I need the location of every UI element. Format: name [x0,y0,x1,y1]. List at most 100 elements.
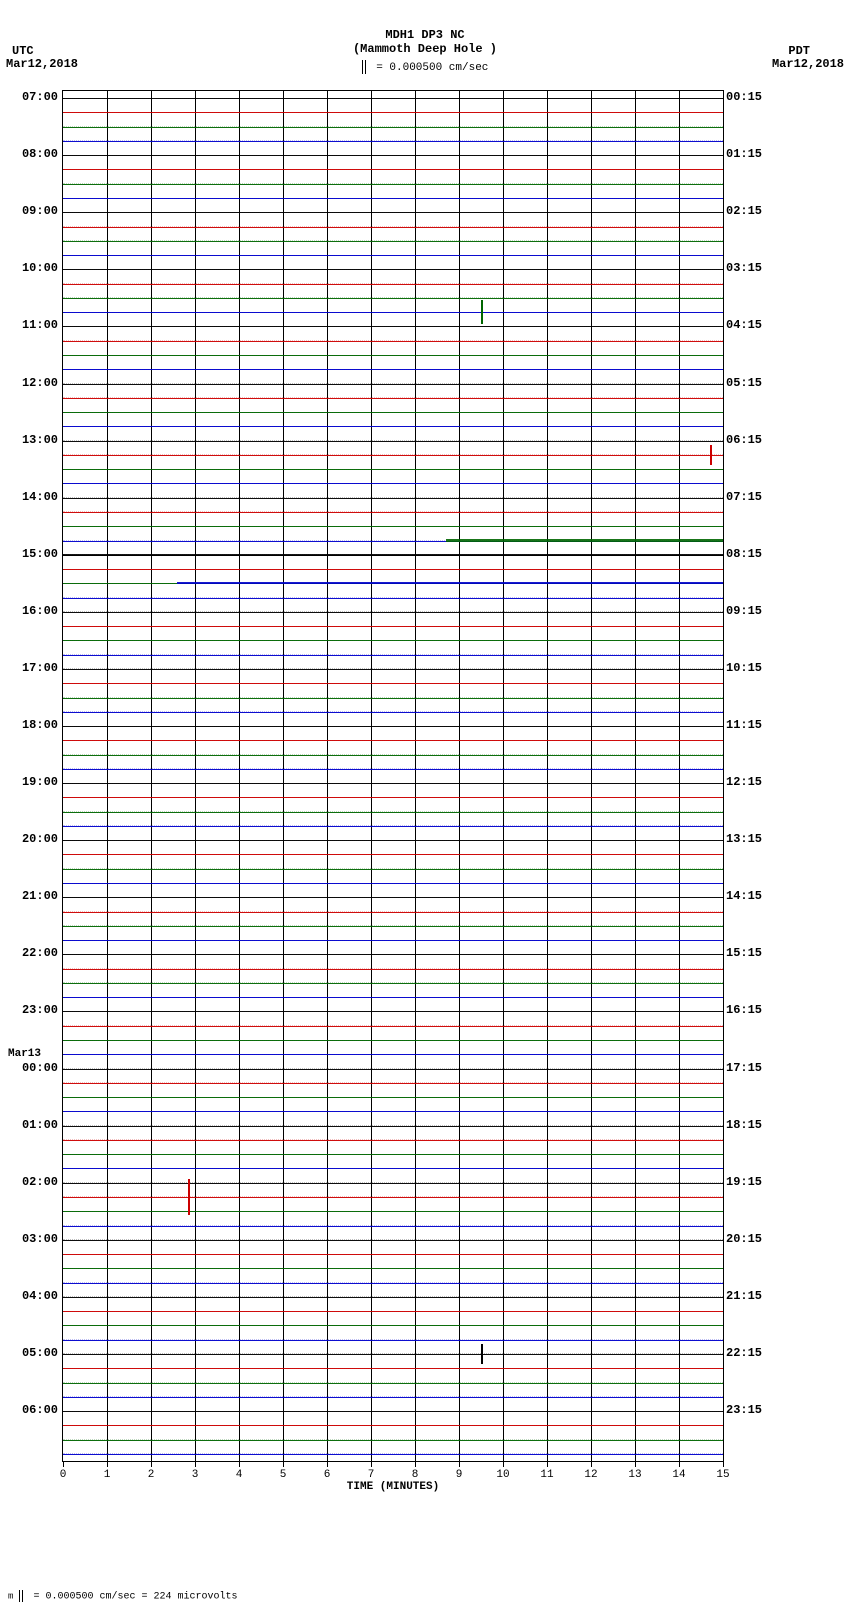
x-tick-label: 0 [60,1469,67,1481]
trace-noise [63,1353,723,1356]
trace-noise [63,597,723,600]
x-tick [151,1461,152,1467]
trace-noise [63,1282,723,1285]
utc-hour-label: 23:00 [8,1003,58,1017]
trace-noise [63,668,723,671]
station-title: MDH1 DP3 NC [0,28,850,42]
trace-noise [63,911,723,914]
trace-noise [63,754,723,757]
utc-hour-label: 16:00 [8,604,58,618]
x-tick-label: 4 [236,1469,243,1481]
seismic-spike [188,1179,190,1215]
station-subtitle: (Mammoth Deep Hole ) [0,42,850,56]
trace-noise [63,1411,723,1414]
trace-noise [63,1097,723,1100]
trace-noise [63,1154,723,1157]
midnight-date-label: Mar13 [8,1048,58,1060]
x-tick-label: 2 [148,1469,155,1481]
trace-noise [63,497,723,500]
utc-hour-label: 18:00 [8,718,58,732]
trace-noise [63,1311,723,1314]
x-tick [591,1461,592,1467]
trace-noise [63,440,723,443]
trace-noise [63,940,723,943]
seismic-spike [481,1344,483,1364]
trace-noise [63,312,723,315]
x-tick [415,1461,416,1467]
trace-noise [63,982,723,985]
trace-noise [63,840,723,843]
local-hour-label: 23:15 [726,1403,776,1417]
trace-noise [63,1054,723,1057]
x-tick [195,1461,196,1467]
local-hour-label: 03:15 [726,261,776,275]
trace-noise [63,412,723,415]
trace-noise [63,854,723,857]
trace-noise [63,1082,723,1085]
trace-noise [63,355,723,358]
x-tick-label: 12 [584,1469,597,1481]
utc-hour-label: 22:00 [8,946,58,960]
local-hour-label: 11:15 [726,718,776,732]
trace-noise [63,825,723,828]
helicorder-plot: TIME (MINUTES) 0123456789101112131415 [62,90,724,1462]
trace-noise [63,140,723,143]
trace-noise [63,740,723,743]
x-tick-label: 3 [192,1469,199,1481]
utc-hour-label: 06:00 [8,1403,58,1417]
trace-noise [63,255,723,258]
utc-hour-label: 12:00 [8,376,58,390]
trace-noise [63,98,723,101]
local-hour-label: 14:15 [726,889,776,903]
trace-noise [63,511,723,514]
utc-hour-label: 05:00 [8,1346,58,1360]
footer-label: = 0.000500 cm/sec = 224 microvolts [33,1592,237,1603]
trace-noise [63,997,723,1000]
trace-noise [63,1168,723,1171]
trace-noise [63,397,723,400]
x-tick [459,1461,460,1467]
x-tick-label: 7 [368,1469,375,1481]
trace-noise [63,697,723,700]
seismic-band [177,582,723,584]
trace-noise [63,369,723,372]
trace-noise [63,226,723,229]
utc-hour-label: 01:00 [8,1118,58,1132]
x-tick [503,1461,504,1467]
trace-noise [63,1068,723,1071]
trace-noise [63,155,723,158]
trace-noise [63,783,723,786]
trace-noise [63,1296,723,1299]
trace-noise [63,797,723,800]
utc-hour-label: 13:00 [8,433,58,447]
utc-hour-label: 20:00 [8,832,58,846]
trace-noise [63,954,723,957]
trace-noise [63,1254,723,1257]
trace-noise [63,1325,723,1328]
trace-noise [63,897,723,900]
utc-hour-label: 14:00 [8,490,58,504]
x-tick-label: 13 [628,1469,641,1481]
local-hour-label: 00:15 [726,90,776,104]
trace-noise [63,283,723,286]
scale-bar-icon [19,1590,23,1602]
trace-noise [63,883,723,886]
trace-noise [63,768,723,771]
local-hour-label: 18:15 [726,1118,776,1132]
x-tick-label: 1 [104,1469,111,1481]
local-hour-label: 07:15 [726,490,776,504]
utc-hour-label: 10:00 [8,261,58,275]
trace-noise [63,269,723,272]
scale-indicator-top: = 0.000500 cm/sec [0,60,850,74]
local-hour-label: 22:15 [726,1346,776,1360]
utc-hour-label: 21:00 [8,889,58,903]
utc-hour-label: 07:00 [8,90,58,104]
trace-noise [63,1040,723,1043]
x-tick [371,1461,372,1467]
local-hour-label: 05:15 [726,376,776,390]
trace-noise [63,212,723,215]
trace-noise [63,1425,723,1428]
trace-noise [63,1382,723,1385]
trace-noise [63,1182,723,1185]
trace-noise [63,1239,723,1242]
